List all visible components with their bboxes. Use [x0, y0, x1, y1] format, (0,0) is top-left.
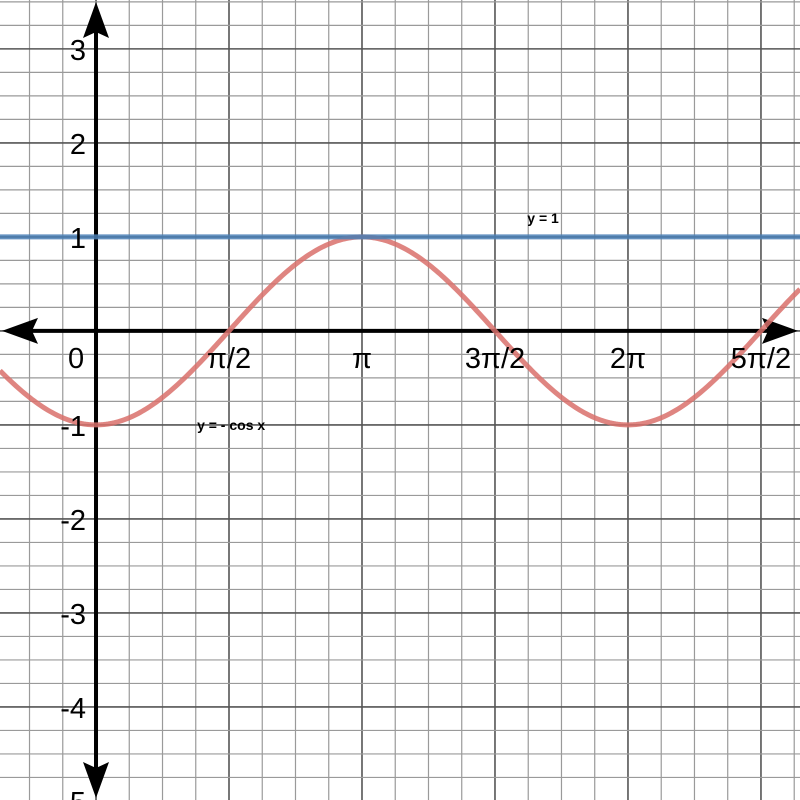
x-tick-label: 3π/2	[465, 343, 525, 375]
y-axis-top-arrow	[83, 2, 110, 38]
y-tick-label: -3	[60, 599, 86, 631]
annotation-label: y = 1	[527, 210, 559, 226]
y-tick-label: -5	[60, 787, 86, 800]
x-tick-label: 0	[68, 343, 84, 375]
x-tick-label: 5π/2	[731, 343, 791, 375]
annotation-label: y = - cos x	[197, 417, 265, 433]
y-axis-bottom-arrow	[83, 762, 110, 798]
x-tick-label: π/2	[207, 343, 251, 375]
y-tick-label: -4	[60, 693, 86, 725]
x-axis-left-arrow	[2, 317, 38, 344]
x-tick-label: 2π	[610, 343, 646, 375]
y-tick-label: 1	[70, 223, 86, 255]
y-tick-label: -2	[60, 505, 86, 537]
tick-labels: 0 π/2 π 3π/2 2π 5π/2 3 2 1 -1 -2 -3 -4 -5	[60, 35, 791, 800]
y-tick-label: -1	[60, 411, 86, 443]
x-axis-right-arrow	[762, 317, 798, 344]
y-tick-label: 3	[70, 35, 86, 67]
x-tick-label: π	[352, 343, 372, 375]
annotations: y = - cos x y = 1	[197, 210, 559, 433]
y-tick-label: 2	[70, 129, 86, 161]
series-line-0	[0, 234, 800, 428]
series	[0, 234, 800, 428]
